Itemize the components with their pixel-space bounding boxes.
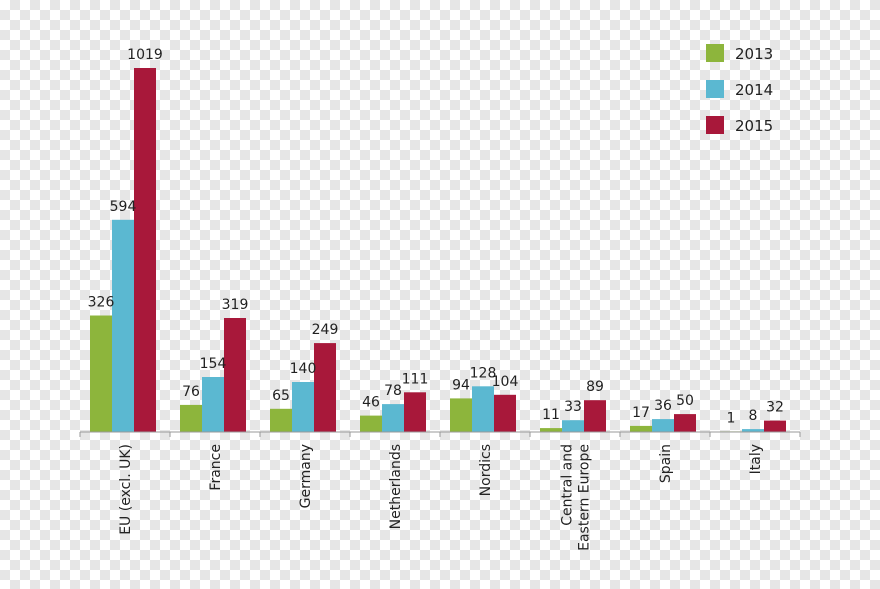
x-axis [79, 431, 801, 437]
legend-swatch-2013 [706, 44, 724, 62]
bar-2014-1 [202, 377, 224, 432]
data-label-2013-2: 65 [272, 388, 290, 404]
bar-2014-7 [742, 429, 764, 432]
category-label-4: Nordics [478, 444, 494, 496]
bar-2015-6 [674, 414, 696, 432]
bar-2013-0 [90, 315, 112, 432]
bar-2015-7 [764, 420, 786, 432]
data-label-2014-3: 78 [384, 383, 402, 399]
data-label-2013-4: 94 [452, 377, 470, 393]
bars-layer [90, 68, 786, 432]
data-label-2015-7: 32 [766, 400, 784, 416]
bar-2015-5 [584, 400, 606, 432]
bar-2013-4 [450, 398, 472, 432]
data-label-2015-0: 1019 [127, 47, 163, 63]
data-label-2015-4: 104 [492, 374, 519, 390]
legend-swatch-2015 [706, 116, 724, 134]
category-label-0: EU (excl. UK) [118, 444, 134, 535]
data-label-2014-2: 140 [290, 361, 317, 377]
data-label-2013-5: 11 [542, 407, 560, 423]
bar-2014-2 [292, 382, 314, 432]
category-label-5: Central andEastern Europe [560, 444, 593, 551]
bar-2014-6 [652, 419, 674, 432]
data-label-2015-1: 319 [222, 297, 249, 313]
bar-2014-3 [382, 404, 404, 432]
data-label-2013-3: 46 [362, 395, 380, 411]
category-label-7: Italy [748, 444, 764, 474]
data-label-2014-4: 128 [470, 365, 497, 381]
bar-2015-2 [314, 343, 336, 432]
bar-2015-3 [404, 392, 426, 432]
bar-2013-1 [180, 404, 202, 432]
category-label-3: Netherlands [388, 444, 404, 529]
data-label-2013-6: 17 [632, 405, 650, 421]
bar-2015-4 [494, 394, 516, 432]
bar-2013-2 [270, 408, 292, 432]
category-label-6: Spain [658, 444, 674, 483]
data-label-2015-6: 50 [676, 393, 694, 409]
bar-2015-0 [134, 68, 156, 432]
bar-2014-5 [562, 420, 584, 432]
data-label-2015-5: 89 [586, 379, 604, 395]
legend-swatch-2014 [706, 80, 724, 98]
data-label-2013-0: 326 [88, 295, 115, 311]
category-label-2: Germany [298, 444, 314, 508]
data-label-2015-2: 249 [312, 322, 339, 338]
legend: 2013 2014 2015 [706, 44, 773, 135]
data-label-2014-7: 8 [749, 408, 758, 424]
legend-label-2015: 2015 [735, 117, 773, 135]
data-label-2014-5: 33 [564, 399, 582, 415]
data-label-2014-0: 594 [110, 199, 137, 215]
data-label-2014-1: 154 [200, 356, 227, 372]
data-label-2015-3: 111 [402, 371, 429, 387]
bar-2013-5 [540, 428, 562, 432]
bar-2014-4 [472, 386, 494, 432]
category-label-1: France [208, 444, 224, 491]
legend-label-2013: 2013 [735, 45, 773, 63]
data-label-2013-7: 1 [727, 410, 736, 426]
bar-2013-3 [360, 415, 382, 432]
bar-2015-1 [224, 318, 246, 432]
bar-2014-0 [112, 219, 134, 432]
data-label-2013-1: 76 [182, 384, 200, 400]
data-label-2014-6: 36 [654, 398, 672, 414]
category-labels-layer: EU (excl. UK) France Germany Netherlands Nor… [118, 444, 764, 551]
legend-label-2014: 2014 [735, 81, 773, 99]
bar-2013-6 [630, 425, 652, 432]
